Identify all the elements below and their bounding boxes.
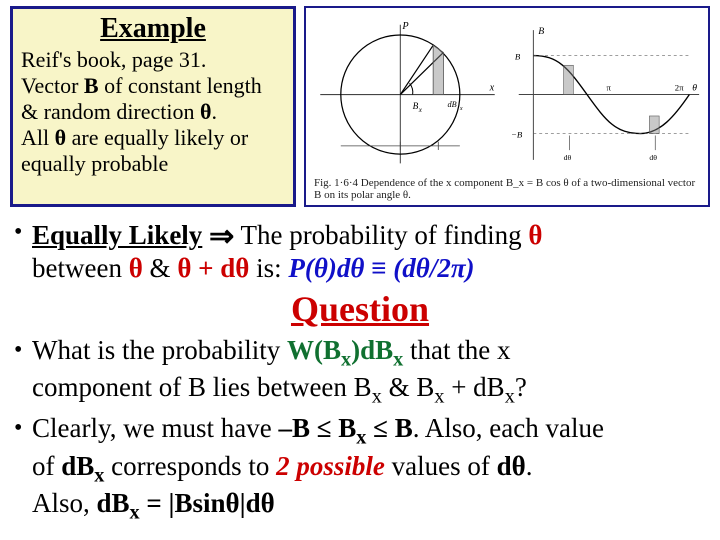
main-content: • Equally Likely ⇒ The probability of fi… bbox=[0, 211, 720, 525]
svg-text:θ: θ bbox=[692, 83, 697, 94]
b1-eq: P(θ)dθ ≡ (dθ/2π) bbox=[288, 253, 474, 283]
svg-text:−B: −B bbox=[511, 129, 523, 139]
wave-svg: θ π 2π B −B B dθ dθ bbox=[509, 12, 704, 176]
bullet-dot-1: • bbox=[14, 217, 32, 248]
ex-line3a: & random direction bbox=[21, 99, 200, 124]
svg-text:π: π bbox=[607, 83, 612, 93]
b3-l3a: Also, bbox=[32, 488, 97, 518]
svg-text:x: x bbox=[489, 82, 495, 93]
bullet-dot-3: • bbox=[14, 413, 32, 444]
b1-l2b: is: bbox=[249, 253, 288, 283]
b1-theta2: θ bbox=[129, 253, 143, 283]
bullet-dot-2: • bbox=[14, 335, 32, 366]
b2-c: that the x bbox=[403, 335, 510, 365]
example-title: Example bbox=[21, 13, 285, 45]
ex-B: B bbox=[84, 73, 99, 98]
b3-eq2: = |Bsinθ|dθ bbox=[140, 488, 275, 518]
bullet-1-text: Equally Likely ⇒ The probability of find… bbox=[32, 217, 706, 284]
b3-a: Clearly, we must have bbox=[32, 413, 278, 443]
b2-a: What is the probability bbox=[32, 335, 287, 365]
b3-l2c: values of bbox=[385, 451, 497, 481]
b2-sx1: x bbox=[372, 386, 382, 408]
svg-text:x: x bbox=[459, 106, 463, 112]
wave-panel: θ π 2π B −B B dθ dθ bbox=[509, 12, 704, 176]
b2-l2b: & B bbox=[382, 372, 435, 402]
b3-eq: dBx = |Bsinθ|dθ bbox=[97, 488, 275, 518]
svg-text:2π: 2π bbox=[675, 83, 684, 93]
equally-likely: Equally Likely bbox=[32, 220, 202, 250]
ex-line1: Reif's book, page 31. bbox=[21, 47, 206, 72]
b2-Ws1: x bbox=[341, 348, 351, 370]
b3-dBx: dBx bbox=[61, 451, 104, 481]
b3-rngs: x bbox=[356, 427, 366, 449]
circle-svg: P x B x dB x bbox=[310, 12, 505, 176]
b3-dBx1: dB bbox=[61, 451, 94, 481]
b1-b: The probability of finding bbox=[234, 220, 528, 250]
b3-rng: –B ≤ Bx ≤ B bbox=[278, 413, 412, 443]
svg-text:dθ: dθ bbox=[649, 153, 657, 162]
question-title: Question bbox=[14, 288, 706, 330]
bullet-1: • Equally Likely ⇒ The probability of fi… bbox=[14, 217, 706, 284]
b3-b: . Also, each value bbox=[413, 413, 604, 443]
b3-dth: dθ bbox=[497, 451, 526, 481]
bullet-3: • Clearly, we must have –B ≤ Bx ≤ B. Als… bbox=[14, 413, 706, 525]
b2-sx3: x bbox=[505, 386, 515, 408]
b1-l2a: between bbox=[32, 253, 129, 283]
b3-rng1: –B ≤ B bbox=[278, 413, 356, 443]
b2-l2d: ? bbox=[515, 372, 527, 402]
bullet-2: • What is the probability W(Bx)dBx that … bbox=[14, 335, 706, 410]
ex-line4a: All bbox=[21, 125, 55, 150]
b1-amp: & bbox=[143, 253, 178, 283]
b3-l2a: of bbox=[32, 451, 61, 481]
b2-W1: W(B bbox=[287, 335, 341, 365]
b2-W2: )dB bbox=[351, 335, 393, 365]
ex-theta: θ bbox=[200, 99, 211, 124]
b2-sx2: x bbox=[434, 386, 444, 408]
b1-theta1: θ bbox=[528, 220, 542, 250]
bullet-2-text: What is the probability W(Bx)dBx that th… bbox=[32, 335, 706, 410]
svg-text:B: B bbox=[538, 26, 544, 37]
svg-text:P: P bbox=[401, 21, 408, 32]
b2-W: W(Bx)dBx bbox=[287, 335, 403, 365]
example-box: Example Reif's book, page 31. Vector B o… bbox=[10, 6, 296, 207]
b3-l2b: corresponds to bbox=[104, 451, 276, 481]
ex-line2a: Vector bbox=[21, 73, 84, 98]
figure-draw: P x B x dB x bbox=[310, 12, 704, 176]
b1-theta3: θ + dθ bbox=[177, 253, 249, 283]
b3-dot: . bbox=[526, 451, 533, 481]
b3-two: 2 possible bbox=[276, 451, 385, 481]
arrow-icon: ⇒ bbox=[209, 220, 234, 253]
example-body: Reif's book, page 31. Vector B of consta… bbox=[21, 47, 285, 177]
ex-line4c: are equally likely or bbox=[66, 125, 248, 150]
svg-text:dθ: dθ bbox=[564, 153, 572, 162]
b3-rng2: ≤ B bbox=[366, 413, 412, 443]
b2-l2c: + dB bbox=[444, 372, 504, 402]
ex-line5: equally probable bbox=[21, 151, 168, 176]
svg-text:B: B bbox=[413, 101, 419, 111]
ex-line3c: . bbox=[212, 99, 218, 124]
svg-text:x: x bbox=[418, 106, 423, 114]
b2-l2a: component of B lies between B bbox=[32, 372, 372, 402]
ex-theta2: θ bbox=[55, 125, 66, 150]
bullet-3-text: Clearly, we must have –B ≤ Bx ≤ B. Also,… bbox=[32, 413, 706, 525]
figure-box: P x B x dB x bbox=[304, 6, 710, 207]
b2-Ws2: x bbox=[393, 348, 403, 370]
ex-line2c: of constant length bbox=[99, 73, 262, 98]
b3-eqs: x bbox=[130, 501, 140, 523]
b3-dBxs: x bbox=[94, 464, 104, 486]
svg-text:dB: dB bbox=[448, 100, 457, 109]
circle-panel: P x B x dB x bbox=[310, 12, 505, 176]
b3-eq1: dB bbox=[97, 488, 130, 518]
figure-caption: Fig. 1·6·4 Dependence of the x component… bbox=[310, 176, 704, 201]
svg-text:B: B bbox=[515, 51, 521, 61]
